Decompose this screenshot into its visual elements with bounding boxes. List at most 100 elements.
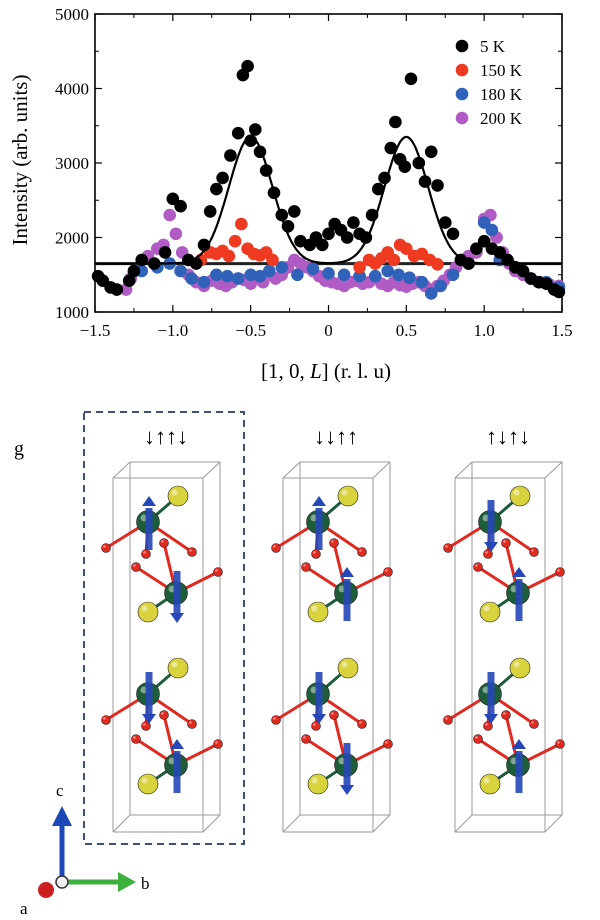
yellow-atom-highlight bbox=[341, 661, 348, 668]
yellow-atom-highlight bbox=[311, 605, 318, 612]
yellow-atom bbox=[479, 601, 501, 623]
yellow-atom-highlight bbox=[513, 661, 520, 668]
red-atom bbox=[483, 721, 493, 731]
red-atom-highlight bbox=[385, 569, 388, 572]
red-atom bbox=[383, 739, 393, 749]
red-atom-highlight bbox=[313, 723, 316, 726]
red-atom-highlight bbox=[273, 545, 276, 548]
red-atom-highlight bbox=[445, 717, 448, 720]
a-axis-dot bbox=[38, 882, 54, 898]
yellow-atom bbox=[509, 485, 531, 507]
spin-arrowhead bbox=[484, 714, 498, 724]
data-point-5k bbox=[174, 199, 187, 213]
x-tick-label: −1.5 bbox=[80, 321, 111, 340]
y-tick-label: 3000 bbox=[55, 154, 89, 173]
spin-arrowhead bbox=[170, 739, 184, 749]
cell-edge bbox=[112, 814, 131, 833]
yellow-atom bbox=[337, 485, 359, 507]
legend-label: 200 K bbox=[480, 109, 523, 128]
data-point-150k bbox=[353, 261, 366, 274]
data-point-180k bbox=[174, 264, 187, 278]
spin-arrow bbox=[515, 579, 523, 621]
yellow-atom bbox=[509, 657, 531, 679]
red-atom bbox=[187, 719, 197, 729]
spin-arrowhead bbox=[512, 739, 526, 749]
spin-arrow bbox=[515, 751, 523, 793]
data-point-180k bbox=[322, 267, 335, 280]
red-atom-highlight bbox=[273, 717, 276, 720]
spin-arrow bbox=[487, 672, 495, 714]
x-tick-label: 0 bbox=[324, 321, 333, 340]
yellow-atom-highlight bbox=[513, 489, 520, 496]
b-axis-label: b bbox=[141, 874, 150, 893]
panel-label: g bbox=[14, 438, 24, 460]
red-atom-highlight bbox=[303, 564, 306, 567]
axes-indicator: c b a bbox=[20, 781, 150, 918]
data-point-5k bbox=[249, 123, 262, 136]
data-point-200k bbox=[169, 227, 183, 241]
data-point-5k bbox=[389, 115, 402, 129]
red-atom bbox=[383, 567, 393, 577]
yellow-atom bbox=[337, 657, 359, 679]
y-tick-label: 5000 bbox=[55, 5, 89, 24]
cell-edge bbox=[372, 461, 391, 479]
data-point-200k bbox=[163, 208, 176, 222]
red-atom-highlight bbox=[557, 569, 560, 572]
data-point-150k bbox=[266, 253, 279, 267]
x-axis-label: [1, 0, L] (r. l. u) bbox=[261, 359, 391, 383]
spin-configuration-label: ↓↑↑↓ bbox=[144, 424, 188, 449]
data-point-180k bbox=[434, 279, 447, 293]
red-atom bbox=[443, 543, 453, 553]
red-atom bbox=[473, 562, 483, 572]
red-atom-highlight bbox=[475, 736, 478, 739]
yellow-atom bbox=[479, 773, 501, 795]
spin-arrowhead bbox=[340, 567, 354, 577]
yellow-atom-highlight bbox=[141, 605, 148, 612]
red-atom bbox=[301, 562, 311, 572]
data-point-180k bbox=[424, 287, 438, 300]
c-axis-label: c bbox=[56, 781, 64, 800]
y-tick-label: 2000 bbox=[55, 229, 89, 248]
spin-arrow bbox=[343, 579, 351, 621]
legend-label: 150 K bbox=[480, 61, 523, 80]
x-tick-label: −0.5 bbox=[235, 321, 266, 340]
red-atom bbox=[311, 721, 321, 731]
gaussian-fit-curve bbox=[95, 135, 562, 265]
red-atom bbox=[501, 710, 511, 720]
cell-edge bbox=[454, 461, 473, 479]
cell-edge bbox=[202, 461, 221, 479]
red-atom-highlight bbox=[303, 736, 306, 739]
data-point-5k bbox=[241, 59, 254, 73]
red-atom bbox=[555, 739, 565, 749]
red-atom-highlight bbox=[485, 551, 488, 554]
y-tick-label: 4000 bbox=[55, 80, 89, 99]
yellow-atom-highlight bbox=[311, 777, 318, 784]
red-atom-highlight bbox=[557, 741, 560, 744]
red-atom bbox=[131, 562, 141, 572]
cell-edge bbox=[544, 814, 563, 833]
red-atom bbox=[501, 538, 511, 548]
legend-label: 180 K bbox=[480, 85, 523, 104]
data-point-5k bbox=[424, 145, 438, 159]
yellow-atom bbox=[137, 601, 159, 623]
a-axis-label: a bbox=[20, 899, 28, 918]
red-atom-highlight bbox=[161, 540, 164, 543]
red-atom-highlight bbox=[103, 545, 106, 548]
spin-arrow bbox=[343, 743, 351, 785]
red-atom bbox=[101, 543, 111, 553]
data-point-5k bbox=[322, 227, 335, 241]
data-point-180k bbox=[275, 261, 289, 274]
red-atom bbox=[311, 549, 321, 559]
x-axis-ticks: −1.5 −1.0 −0.5 0 0.5 1.0 1.5 bbox=[80, 14, 573, 340]
data-point-5k bbox=[216, 171, 229, 185]
data-point-5k bbox=[127, 264, 141, 278]
data-point-5k bbox=[122, 274, 136, 288]
data-point-5k bbox=[516, 264, 530, 278]
red-atom bbox=[213, 567, 223, 577]
spin-arrowhead bbox=[170, 613, 184, 623]
y-axis-ticks: 1000 2000 3000 4000 5000 bbox=[55, 5, 562, 322]
data-point-180k bbox=[221, 269, 234, 283]
red-atom bbox=[141, 721, 151, 731]
red-atom-highlight bbox=[531, 549, 534, 552]
spin-arrow bbox=[173, 571, 181, 613]
